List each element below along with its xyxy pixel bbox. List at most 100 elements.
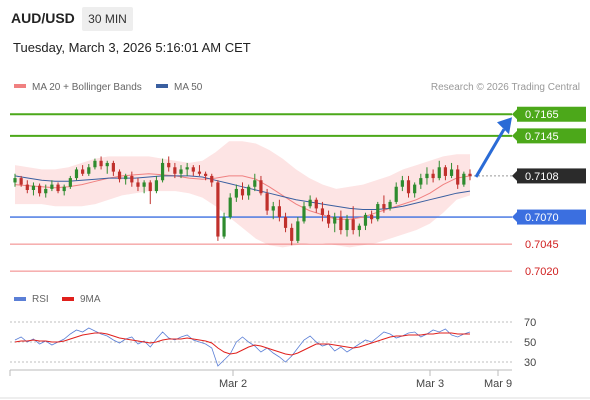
candle-body [320, 208, 325, 215]
candle-body [357, 225, 361, 231]
symbol-title: AUD/USD [11, 10, 75, 26]
resistance-label: 0.7165 [525, 109, 559, 121]
candle-body [81, 169, 85, 174]
x-tick-label: Mar 2 [219, 378, 247, 390]
rsi-legend: RSI 9MA [14, 294, 101, 305]
rsi-series-1 [14, 332, 470, 356]
candle-body [87, 167, 91, 174]
candle-body [265, 193, 269, 211]
candle-body [308, 199, 312, 207]
forecast-arrow-head [497, 117, 512, 135]
candle-body [234, 188, 238, 198]
candle-body [56, 184, 60, 192]
candle-body [142, 182, 146, 187]
candle-body [111, 162, 115, 172]
candle-body [370, 214, 374, 220]
price-levels [10, 113, 512, 272]
rsi-panel: 70 50 30 [10, 317, 536, 369]
candle-body [400, 180, 404, 187]
level-labels: 0.7165 0.7145 0.7108 0.7070 0.7045 0.7020 [512, 106, 586, 278]
rsi-tick-label: 50 [524, 337, 536, 349]
candle-body [136, 182, 140, 187]
candle-body [160, 162, 165, 181]
candle-body [271, 206, 275, 211]
resistance-pointer [512, 130, 517, 141]
support-label: 0.7020 [525, 266, 559, 278]
current-price-pointer [512, 170, 517, 181]
legend-swatch [14, 84, 26, 88]
candle-body [50, 184, 54, 189]
candle-body [394, 186, 398, 202]
forecast-arrow-shaft [474, 128, 506, 178]
candle-body [339, 217, 343, 231]
candle-body [363, 214, 368, 226]
pivot-pointer [512, 212, 517, 223]
resistance-label: 0.7145 [525, 131, 559, 143]
candle-body [345, 219, 349, 231]
legend-label: MA 20 + Bollinger Bands [32, 82, 142, 93]
x-axis: Mar 2 Mar 3 Mar 9 [0, 369, 590, 399]
rsi-tick-label: 30 [524, 357, 536, 369]
candle-body [197, 171, 202, 174]
candle-body [117, 171, 122, 180]
resistance-label-bg [517, 128, 586, 144]
x-tick-label: Mar 3 [416, 378, 444, 390]
candle-body [314, 199, 318, 209]
forecast-arrow [474, 117, 512, 178]
legend-label: MA 50 [174, 82, 203, 93]
candle-body [462, 173, 466, 185]
resistance-pointer [512, 109, 517, 120]
candle-body [382, 204, 386, 209]
candles [13, 156, 472, 246]
rsi-legend-label: RSI [32, 294, 49, 305]
candle-body [456, 169, 460, 185]
resistance-label-bg [517, 106, 586, 122]
rsi-legend-swatch [14, 297, 26, 301]
candle-body [185, 167, 189, 170]
candle-body [210, 175, 214, 183]
candle-body [468, 173, 472, 176]
datetime-label: Tuesday, March 3, 2026 5:16:01 AM CET [13, 40, 251, 55]
chart-header: AUD/USD 30 MIN [0, 0, 590, 36]
candle-body [302, 206, 306, 222]
support-label: 0.7045 [525, 239, 559, 251]
candle-body [425, 173, 429, 179]
candle-body [333, 217, 337, 224]
current-price-label-bg [517, 168, 586, 184]
candle-body [388, 201, 392, 209]
candle-body [31, 185, 36, 190]
candle-body [74, 169, 79, 179]
current-price-label: 0.7108 [525, 171, 559, 183]
candle-body [296, 221, 300, 241]
candle-body [376, 204, 380, 220]
timeframe-button[interactable]: 30 MIN [82, 7, 133, 31]
candle-body [124, 175, 128, 180]
candle-body [413, 184, 417, 194]
candle-body [44, 188, 48, 194]
main-legend: MA 20 + Bollinger Bands MA 50 [14, 82, 203, 93]
candle-body [253, 180, 257, 187]
candle-body [68, 178, 72, 187]
candle-body [173, 167, 177, 174]
candle-body [93, 160, 97, 168]
rsi-tick-label: 70 [524, 317, 536, 329]
candle-body [179, 169, 183, 174]
candle-body [105, 162, 109, 167]
pivot-label: 0.7070 [525, 212, 559, 224]
rsi-legend-swatch [62, 297, 74, 301]
candle-body [419, 178, 423, 185]
candle-body [99, 160, 103, 167]
candle-body [240, 188, 245, 196]
candle-body [37, 185, 42, 194]
rsi-series-0 [14, 327, 471, 367]
candle-body [437, 167, 441, 179]
candle-body [277, 206, 281, 218]
candle-body [19, 178, 23, 185]
candle-body [148, 182, 152, 192]
legend-swatch [156, 84, 168, 88]
candle-body [259, 180, 263, 194]
candle-body [62, 186, 66, 192]
candle-body [216, 182, 220, 237]
candle-body [130, 175, 134, 183]
